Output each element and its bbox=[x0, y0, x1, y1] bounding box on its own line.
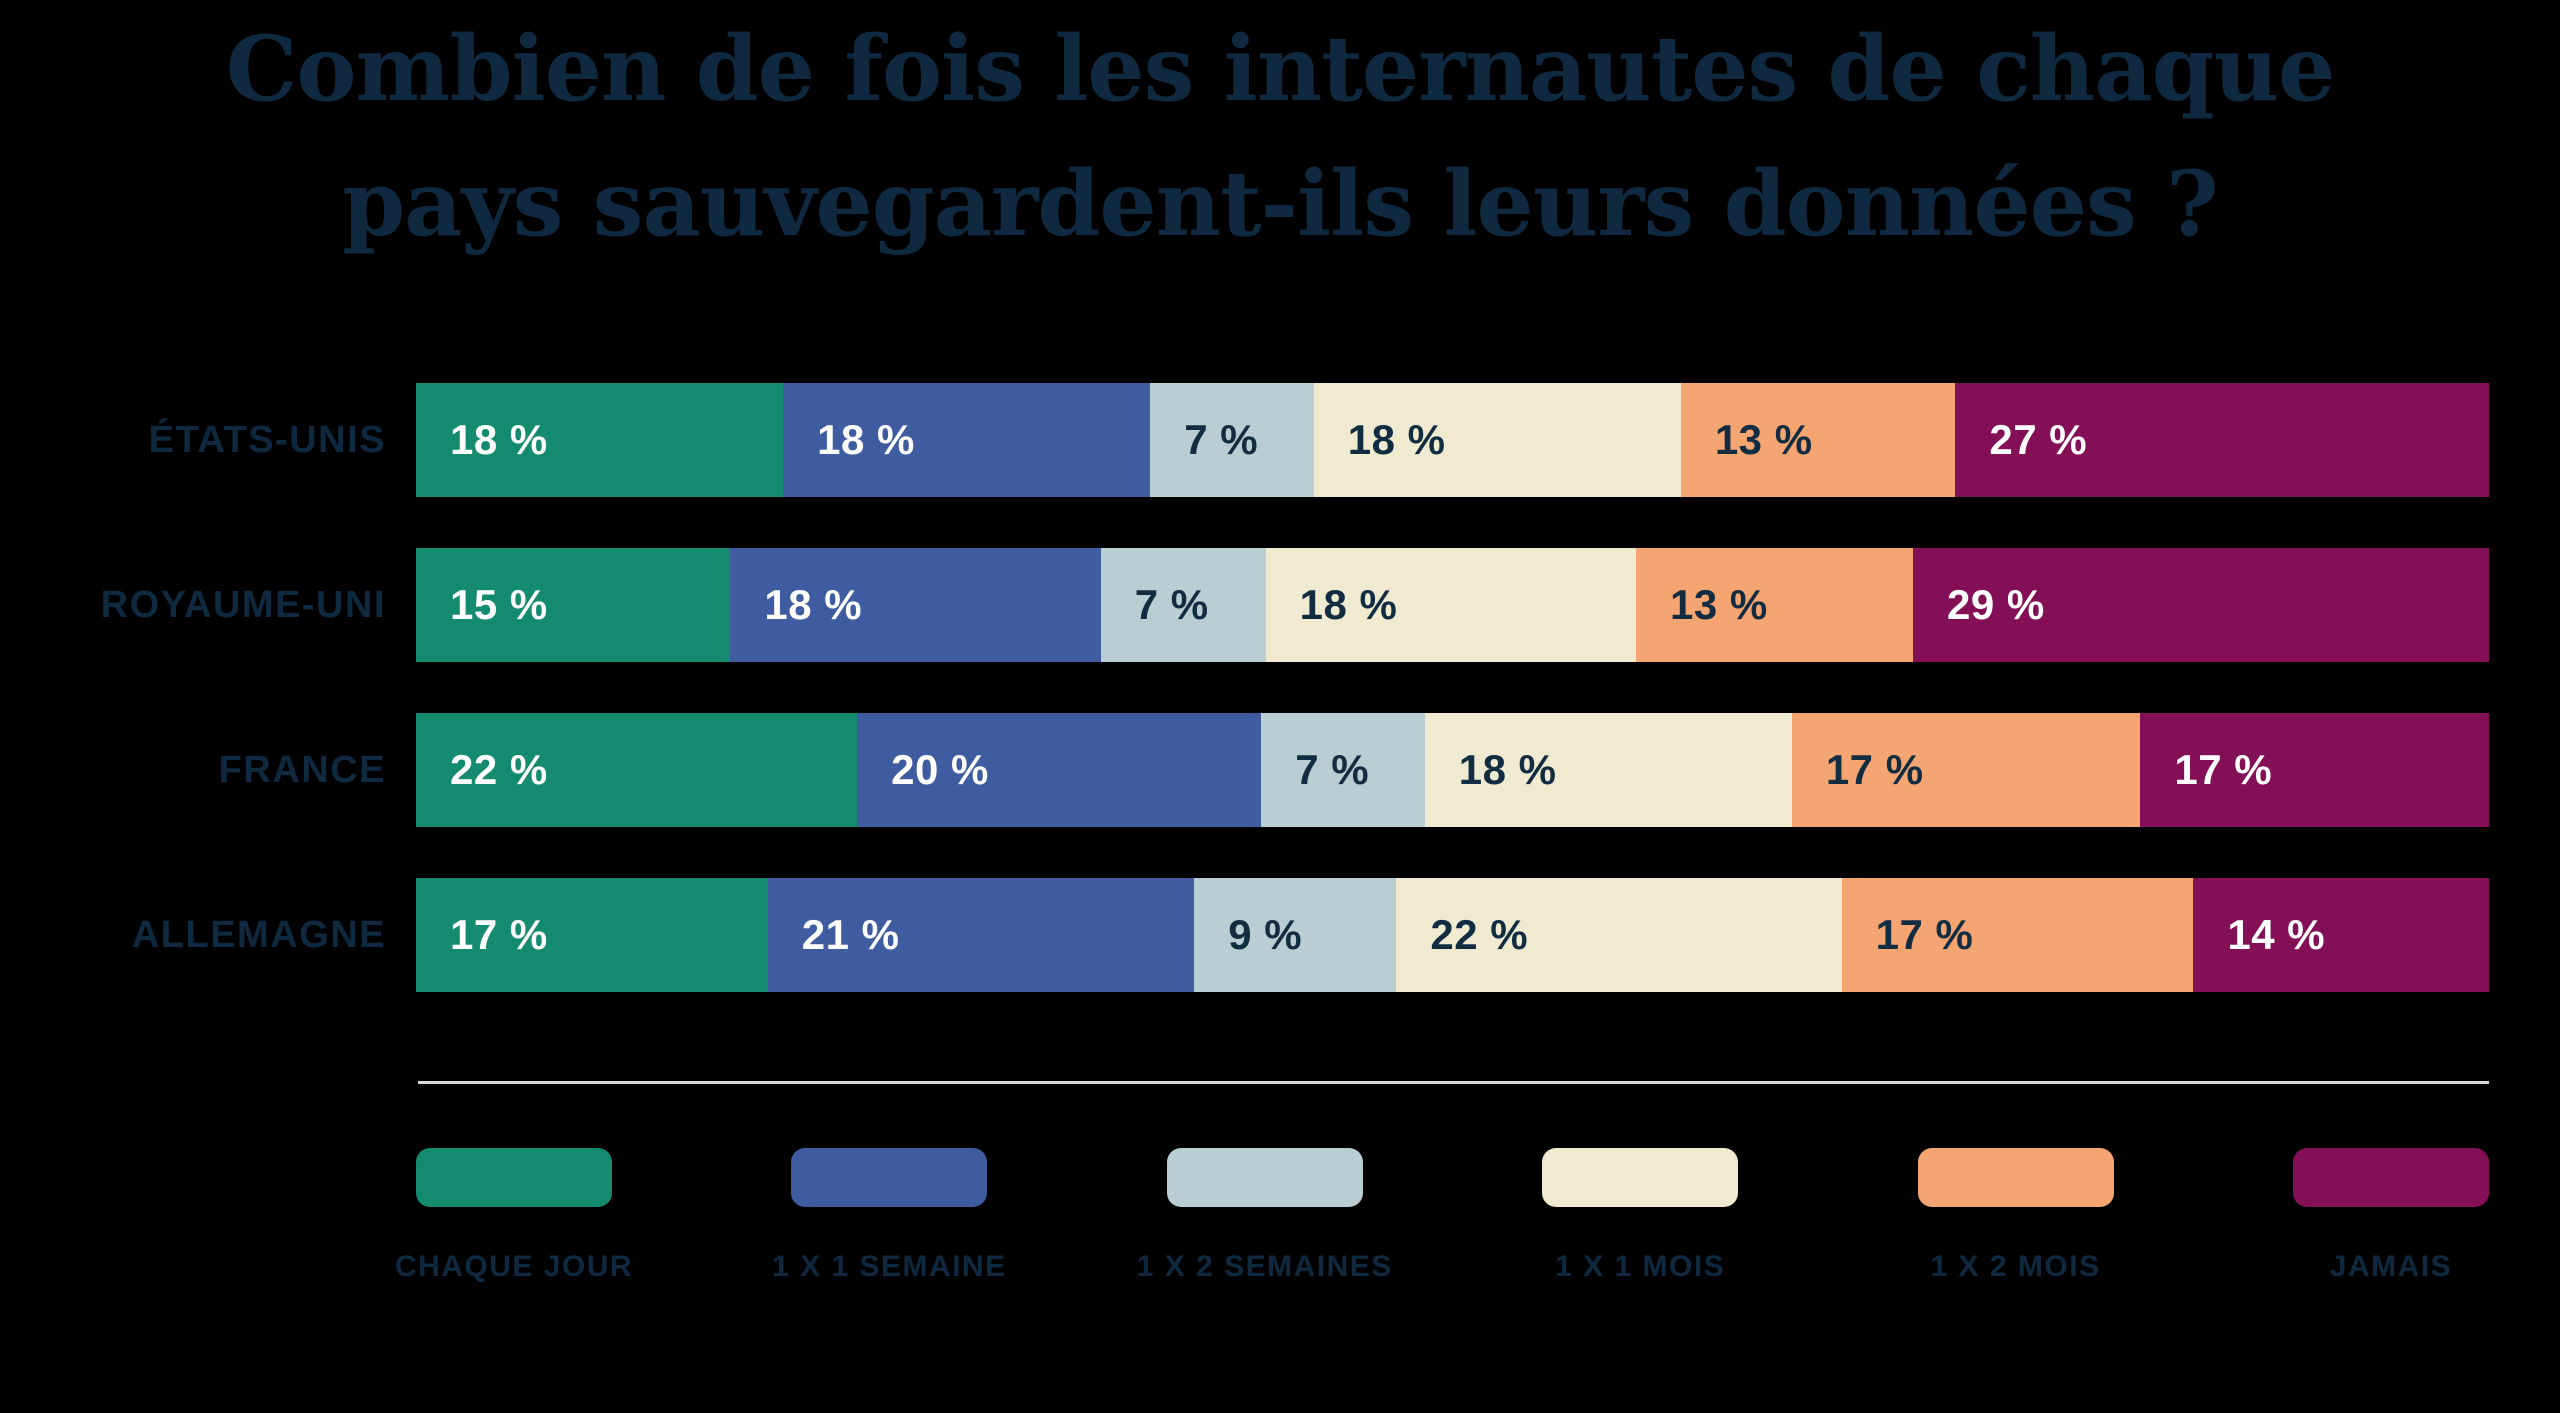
legend-item: CHAQUE JOUR bbox=[395, 1148, 632, 1293]
bar-segment: 15 % bbox=[416, 548, 731, 662]
country-label: ALLEMAGNE bbox=[131, 914, 386, 956]
segment-value-label: 13 % bbox=[1670, 581, 1768, 628]
bar-segment: 18 % bbox=[1424, 713, 1792, 827]
legend-item: 1 X 2 SEMAINES bbox=[1137, 1148, 1391, 1293]
segment-value-label: 18 % bbox=[764, 581, 863, 628]
bar-track: 15 % 18 % 7 % 18 % 13 % 29 % bbox=[416, 548, 2489, 662]
bar-segment: 9 % bbox=[1194, 878, 1397, 992]
bar-segment: 18 % bbox=[730, 548, 1101, 662]
bar-track: 18 % 18 % 7 % 18 % 13 % 27 % bbox=[416, 383, 2490, 497]
bar-segment: 21 % bbox=[767, 878, 1195, 992]
segment-value-label: 27 % bbox=[1989, 416, 2088, 463]
segment-value-label: 7 % bbox=[1295, 746, 1370, 793]
bar-track: 17 % 21 % 9 % 22 % 17 % 14 % bbox=[416, 878, 2489, 992]
segment-value-label: 17 % bbox=[450, 911, 548, 958]
legend-swatch bbox=[1542, 1148, 1739, 1207]
segment-value-label: 18 % bbox=[450, 416, 548, 463]
legend-item: 1 X 1 SEMAINE bbox=[772, 1148, 1005, 1293]
bar-track: 22 % 20 % 7 % 18 % 17 % 17 % bbox=[416, 713, 2489, 827]
bar-segment: 18 % bbox=[1313, 383, 1681, 497]
bar-row: ALLEMAGNE 17 % 21 % 9 % 22 % 17 % 14 % bbox=[0, 878, 2489, 992]
chart-legend: CHAQUE JOUR 1 X 1 SEMAINE 1 X 2 SEMAINES 1 … bbox=[395, 1148, 2489, 1293]
bar-row: ROYAUME-UNI 15 % 18 % 7 % 18 % 13 % 29 % bbox=[0, 548, 2489, 662]
segment-value-label: 20 % bbox=[891, 746, 989, 793]
segment-value-label: 22 % bbox=[450, 746, 548, 793]
bar-segment: 18 % bbox=[783, 383, 1151, 497]
legend-item: 1 X 2 MOIS bbox=[1917, 1148, 2114, 1293]
legend-swatch bbox=[2292, 1148, 2489, 1207]
bar-segment: 20 % bbox=[857, 713, 1262, 827]
legend-item: JAMAIS bbox=[2292, 1148, 2489, 1293]
segment-value-label: 18 % bbox=[817, 416, 915, 463]
legend-label: 1 X 2 MOIS bbox=[1930, 1250, 2101, 1283]
country-label: FRANCE bbox=[218, 749, 386, 791]
segment-value-label: 17 % bbox=[1875, 911, 1974, 958]
bar-row: FRANCE 22 % 20 % 7 % 18 % 17 % 17 % bbox=[0, 713, 2489, 827]
segment-value-label: 7 % bbox=[1134, 581, 1209, 628]
stacked-bar-chart: ÉTATS-UNIS 18 % 18 % 7 % 18 % 13 % 27 % ROYAUME… bbox=[0, 383, 2490, 1043]
page-title-line2: pays sauvegardent-ils leurs données ? bbox=[342, 151, 2218, 257]
legend-label: 1 X 1 MOIS bbox=[1555, 1250, 1726, 1283]
segment-value-label: 17 % bbox=[2174, 746, 2273, 793]
bar-segment: 27 % bbox=[1955, 383, 2490, 497]
country-label: ÉTATS-UNIS bbox=[148, 419, 386, 461]
bar-segment: 22 % bbox=[1396, 878, 1842, 992]
bar-row: ÉTATS-UNIS 18 % 18 % 7 % 18 % 13 % 27 % bbox=[0, 383, 2490, 497]
legend-label: JAMAIS bbox=[2329, 1250, 2453, 1283]
bar-segment: 14 % bbox=[2193, 878, 2489, 992]
bar-segment: 17 % bbox=[2140, 713, 2489, 827]
bar-segment: 7 % bbox=[1261, 713, 1425, 827]
bar-segment: 17 % bbox=[416, 878, 768, 992]
legend-swatch bbox=[1917, 1148, 2114, 1207]
bar-segment: 29 % bbox=[1912, 548, 2489, 662]
legend-swatch bbox=[791, 1148, 988, 1207]
legend-item: 1 X 1 MOIS bbox=[1542, 1148, 1739, 1293]
legend-swatch bbox=[1166, 1148, 1363, 1207]
bar-segment: 17 % bbox=[1841, 878, 2194, 992]
legend-swatch bbox=[416, 1148, 612, 1207]
segment-value-label: 21 % bbox=[801, 911, 900, 958]
segment-value-label: 18 % bbox=[1299, 581, 1398, 628]
segment-value-label: 22 % bbox=[1430, 911, 1529, 958]
segment-value-label: 18 % bbox=[1347, 416, 1446, 463]
bar-segment: 18 % bbox=[1265, 548, 1637, 662]
bar-segment: 17 % bbox=[1791, 713, 2141, 827]
country-label: ROYAUME-UNI bbox=[100, 584, 386, 626]
segment-value-label: 17 % bbox=[1825, 746, 1924, 793]
segment-value-label: 18 % bbox=[1458, 746, 1557, 793]
legend-label: CHAQUE JOUR bbox=[394, 1250, 634, 1283]
segment-value-label: 13 % bbox=[1714, 416, 1813, 463]
segment-value-label: 29 % bbox=[1946, 581, 2045, 628]
segment-value-label: 14 % bbox=[2227, 911, 2326, 958]
legend-label: 1 X 2 SEMAINES bbox=[1136, 1250, 1393, 1283]
segment-value-label: 9 % bbox=[1228, 911, 1303, 958]
page-title-line1: Combien de fois les internautes de chaqu… bbox=[225, 16, 2336, 122]
bar-segment: 7 % bbox=[1150, 383, 1314, 497]
bar-segment: 22 % bbox=[416, 713, 858, 827]
bar-segment: 18 % bbox=[416, 383, 784, 497]
bar-segment: 13 % bbox=[1680, 383, 1956, 497]
legend-divider bbox=[418, 1081, 2489, 1084]
page-title: Combien de fois les internautes de chaqu… bbox=[0, 2, 2560, 272]
segment-value-label: 7 % bbox=[1184, 416, 1259, 463]
bar-segment: 13 % bbox=[1636, 548, 1913, 662]
legend-label: 1 X 1 SEMAINE bbox=[772, 1250, 1007, 1283]
bar-segment: 7 % bbox=[1100, 548, 1266, 662]
segment-value-label: 15 % bbox=[450, 581, 548, 628]
